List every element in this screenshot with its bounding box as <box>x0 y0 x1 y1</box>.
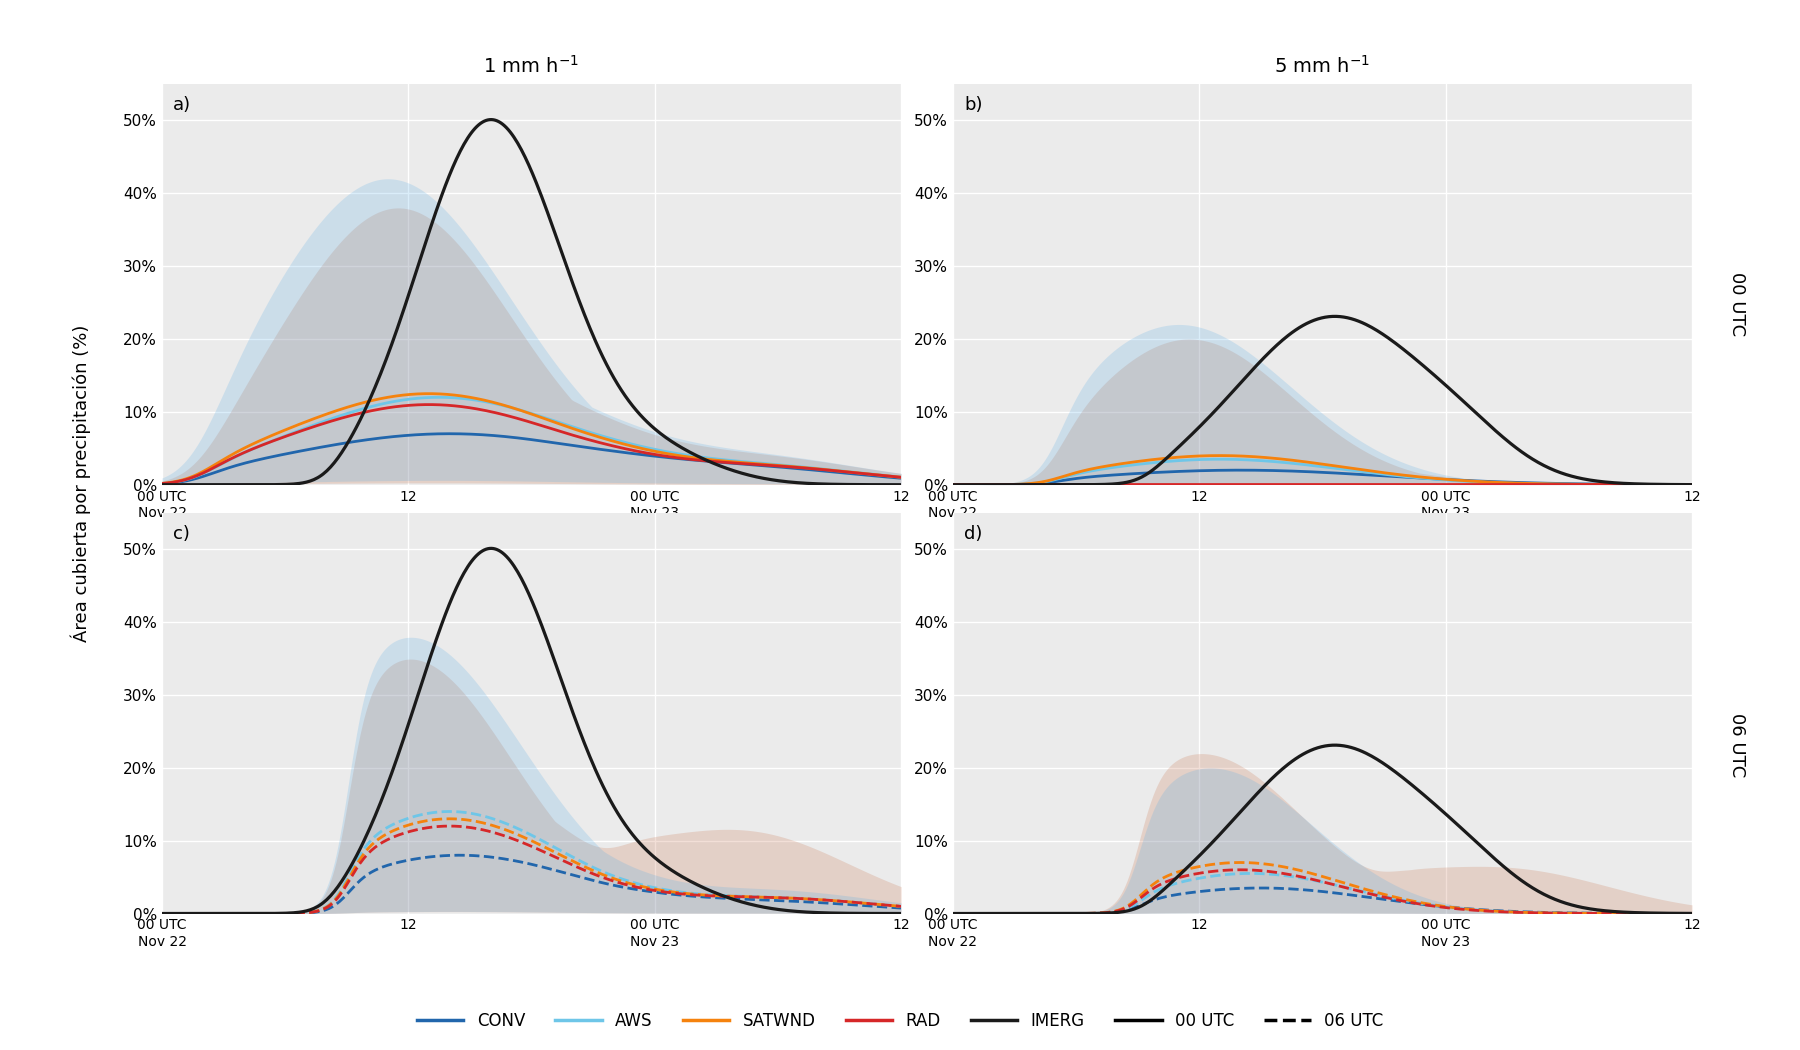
Text: 06 UTC: 06 UTC <box>1728 713 1746 778</box>
Text: 00 UTC: 00 UTC <box>1728 272 1746 337</box>
Legend: CONV, AWS, SATWND, RAD, IMERG, 00 UTC, 06 UTC: CONV, AWS, SATWND, RAD, IMERG, 00 UTC, 0… <box>410 1005 1390 1036</box>
Text: b): b) <box>965 96 983 114</box>
Title: 5 mm h$^{-1}$: 5 mm h$^{-1}$ <box>1274 55 1370 77</box>
Text: c): c) <box>173 525 191 543</box>
Text: Área cubierta por precipitación (%): Área cubierta por precipitación (%) <box>70 324 92 642</box>
Title: 1 mm h$^{-1}$: 1 mm h$^{-1}$ <box>484 55 580 77</box>
Text: a): a) <box>173 96 191 114</box>
Text: d): d) <box>965 525 983 543</box>
